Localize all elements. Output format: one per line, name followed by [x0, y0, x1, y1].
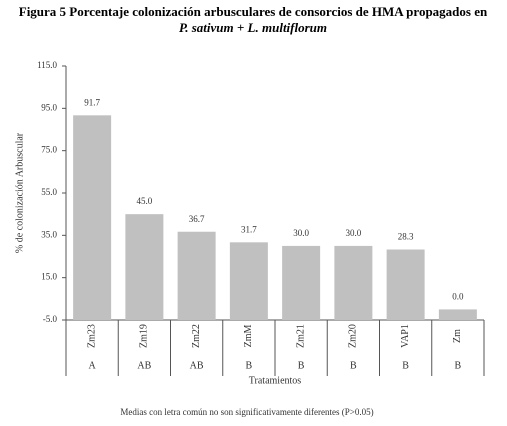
- x-tick-label: Zm: [452, 329, 463, 343]
- x-tick-label: Zm23: [86, 324, 97, 348]
- bar: [282, 245, 321, 320]
- bar: [125, 214, 164, 320]
- footnote: Medias con letra común no son significat…: [120, 407, 373, 417]
- y-tick-label: 15.0: [41, 272, 57, 282]
- bar: [438, 309, 477, 320]
- y-tick-label: 95.0: [41, 102, 57, 112]
- y-tick-label: 35.0: [41, 229, 57, 239]
- bar: [177, 231, 216, 320]
- y-tick-label: -5.0: [43, 314, 58, 324]
- x-tick-label: VAP1: [400, 324, 411, 348]
- bar: [229, 242, 268, 320]
- y-tick-label: 55.0: [41, 187, 57, 197]
- value-label: 30.0: [293, 228, 309, 238]
- group-letter: AB: [137, 360, 151, 371]
- value-label: 45.0: [137, 196, 153, 206]
- group-letter: B: [350, 360, 357, 371]
- group-letter: B: [246, 360, 253, 371]
- value-label: 0.0: [452, 291, 464, 301]
- group-letter: A: [89, 360, 97, 371]
- bar: [334, 245, 373, 320]
- value-label: 30.0: [346, 228, 362, 238]
- x-tick-label: Zm21: [295, 324, 306, 348]
- bar: [73, 115, 112, 321]
- group-letter: B: [402, 360, 409, 371]
- x-tick-label: ZmM: [243, 325, 254, 348]
- x-axis-label: Tratamientos: [249, 375, 302, 386]
- group-letter: B: [298, 360, 305, 371]
- value-label: 31.7: [241, 224, 257, 234]
- value-label: 28.3: [398, 232, 414, 242]
- y-axis-label: % de colonización Arbuscular: [14, 132, 25, 253]
- group-letter: B: [455, 360, 462, 371]
- value-label: 36.7: [189, 214, 205, 224]
- x-tick-label: Zm20: [348, 324, 359, 348]
- bar: [386, 249, 425, 320]
- chart-subtitle: P. sativum + L. multiflorum: [179, 20, 327, 35]
- y-tick-label: 75.0: [41, 145, 57, 155]
- value-label: 91.7: [84, 97, 100, 107]
- y-tick-label: 115.0: [37, 60, 57, 70]
- chart-title: Figura 5 Porcentaje colonización arbuscu…: [19, 4, 488, 19]
- group-letter: AB: [190, 360, 204, 371]
- x-tick-label: Zm19: [139, 324, 150, 348]
- x-tick-label: Zm22: [191, 324, 202, 348]
